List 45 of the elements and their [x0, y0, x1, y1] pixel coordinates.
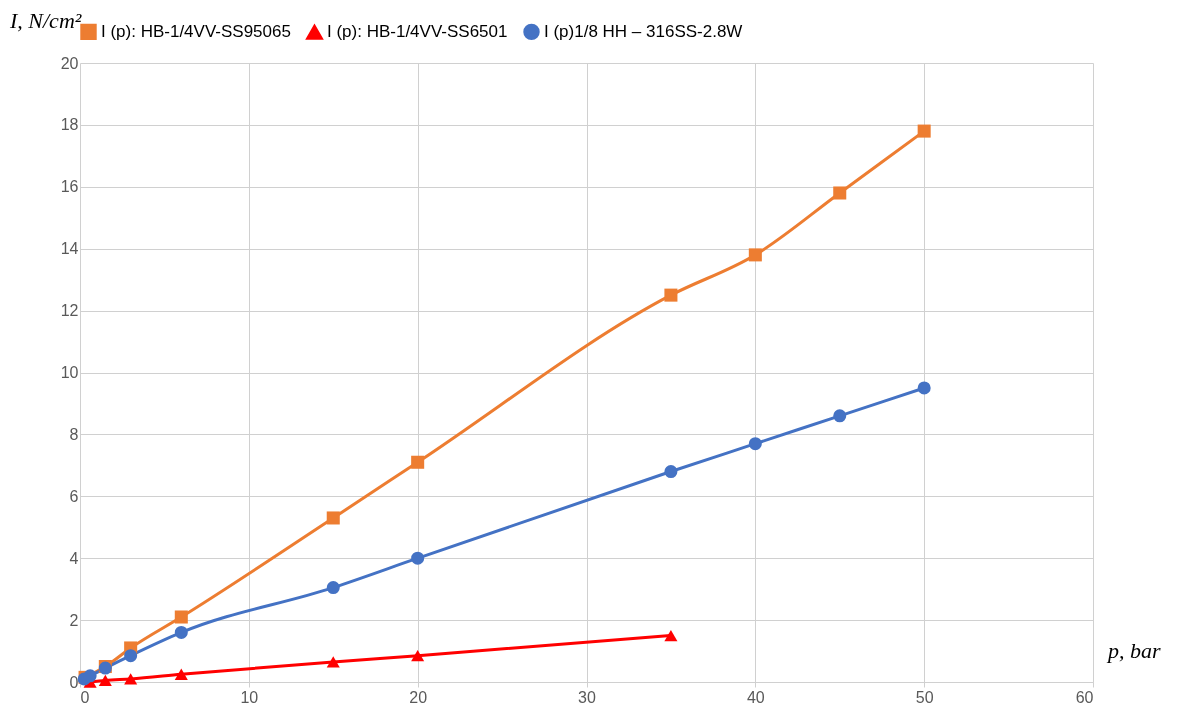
point — [326, 656, 340, 668]
point — [174, 610, 188, 624]
legend-label: I (p): HB-1/4VV-SS95065 — [101, 21, 291, 41]
x-tick-label: 0 — [80, 688, 90, 706]
point — [833, 409, 847, 423]
legend-label: I (p)1/8 HH – 316SS-2.8W — [544, 21, 743, 41]
x-tick-label: 10 — [240, 688, 259, 706]
point — [748, 437, 762, 451]
point — [917, 124, 931, 138]
y-tick-label: 0 — [69, 673, 79, 691]
point — [174, 668, 188, 680]
x-axis-title: p, bar — [1106, 638, 1161, 663]
y-tick-label: 8 — [69, 425, 79, 443]
point — [326, 581, 340, 595]
point — [83, 669, 97, 683]
point — [411, 650, 425, 662]
x-tick-label: 60 — [1075, 688, 1094, 706]
y-tick-label: 4 — [69, 549, 79, 567]
point — [411, 551, 425, 565]
point — [664, 465, 678, 479]
point — [664, 288, 678, 302]
point — [748, 248, 762, 262]
y-tick-label: 18 — [60, 116, 79, 134]
y-tick-label: 12 — [60, 302, 79, 320]
y-tick-label: 2 — [69, 611, 79, 629]
x-tick-label: 40 — [746, 688, 765, 706]
point — [664, 629, 678, 642]
point — [833, 186, 847, 200]
x-tick-label: 20 — [409, 688, 428, 706]
y-tick-label: 16 — [60, 178, 79, 196]
y-tick-label: 6 — [69, 487, 79, 505]
point — [174, 625, 188, 639]
point — [124, 649, 138, 663]
y-tick-label: 20 — [60, 54, 79, 72]
x-tick-label: 30 — [578, 688, 596, 706]
point — [917, 381, 931, 395]
point — [411, 455, 425, 469]
legend-label: I (p): HB-1/4VV-SS6501 — [327, 22, 508, 42]
y-axis-title: I, N/cm² — [9, 8, 82, 33]
y-tick-label: 10 — [60, 364, 79, 381]
point — [326, 511, 340, 525]
point — [124, 673, 138, 685]
y-tick-label: 14 — [60, 240, 79, 258]
x-tick-label: 50 — [915, 688, 934, 706]
point — [98, 674, 112, 687]
